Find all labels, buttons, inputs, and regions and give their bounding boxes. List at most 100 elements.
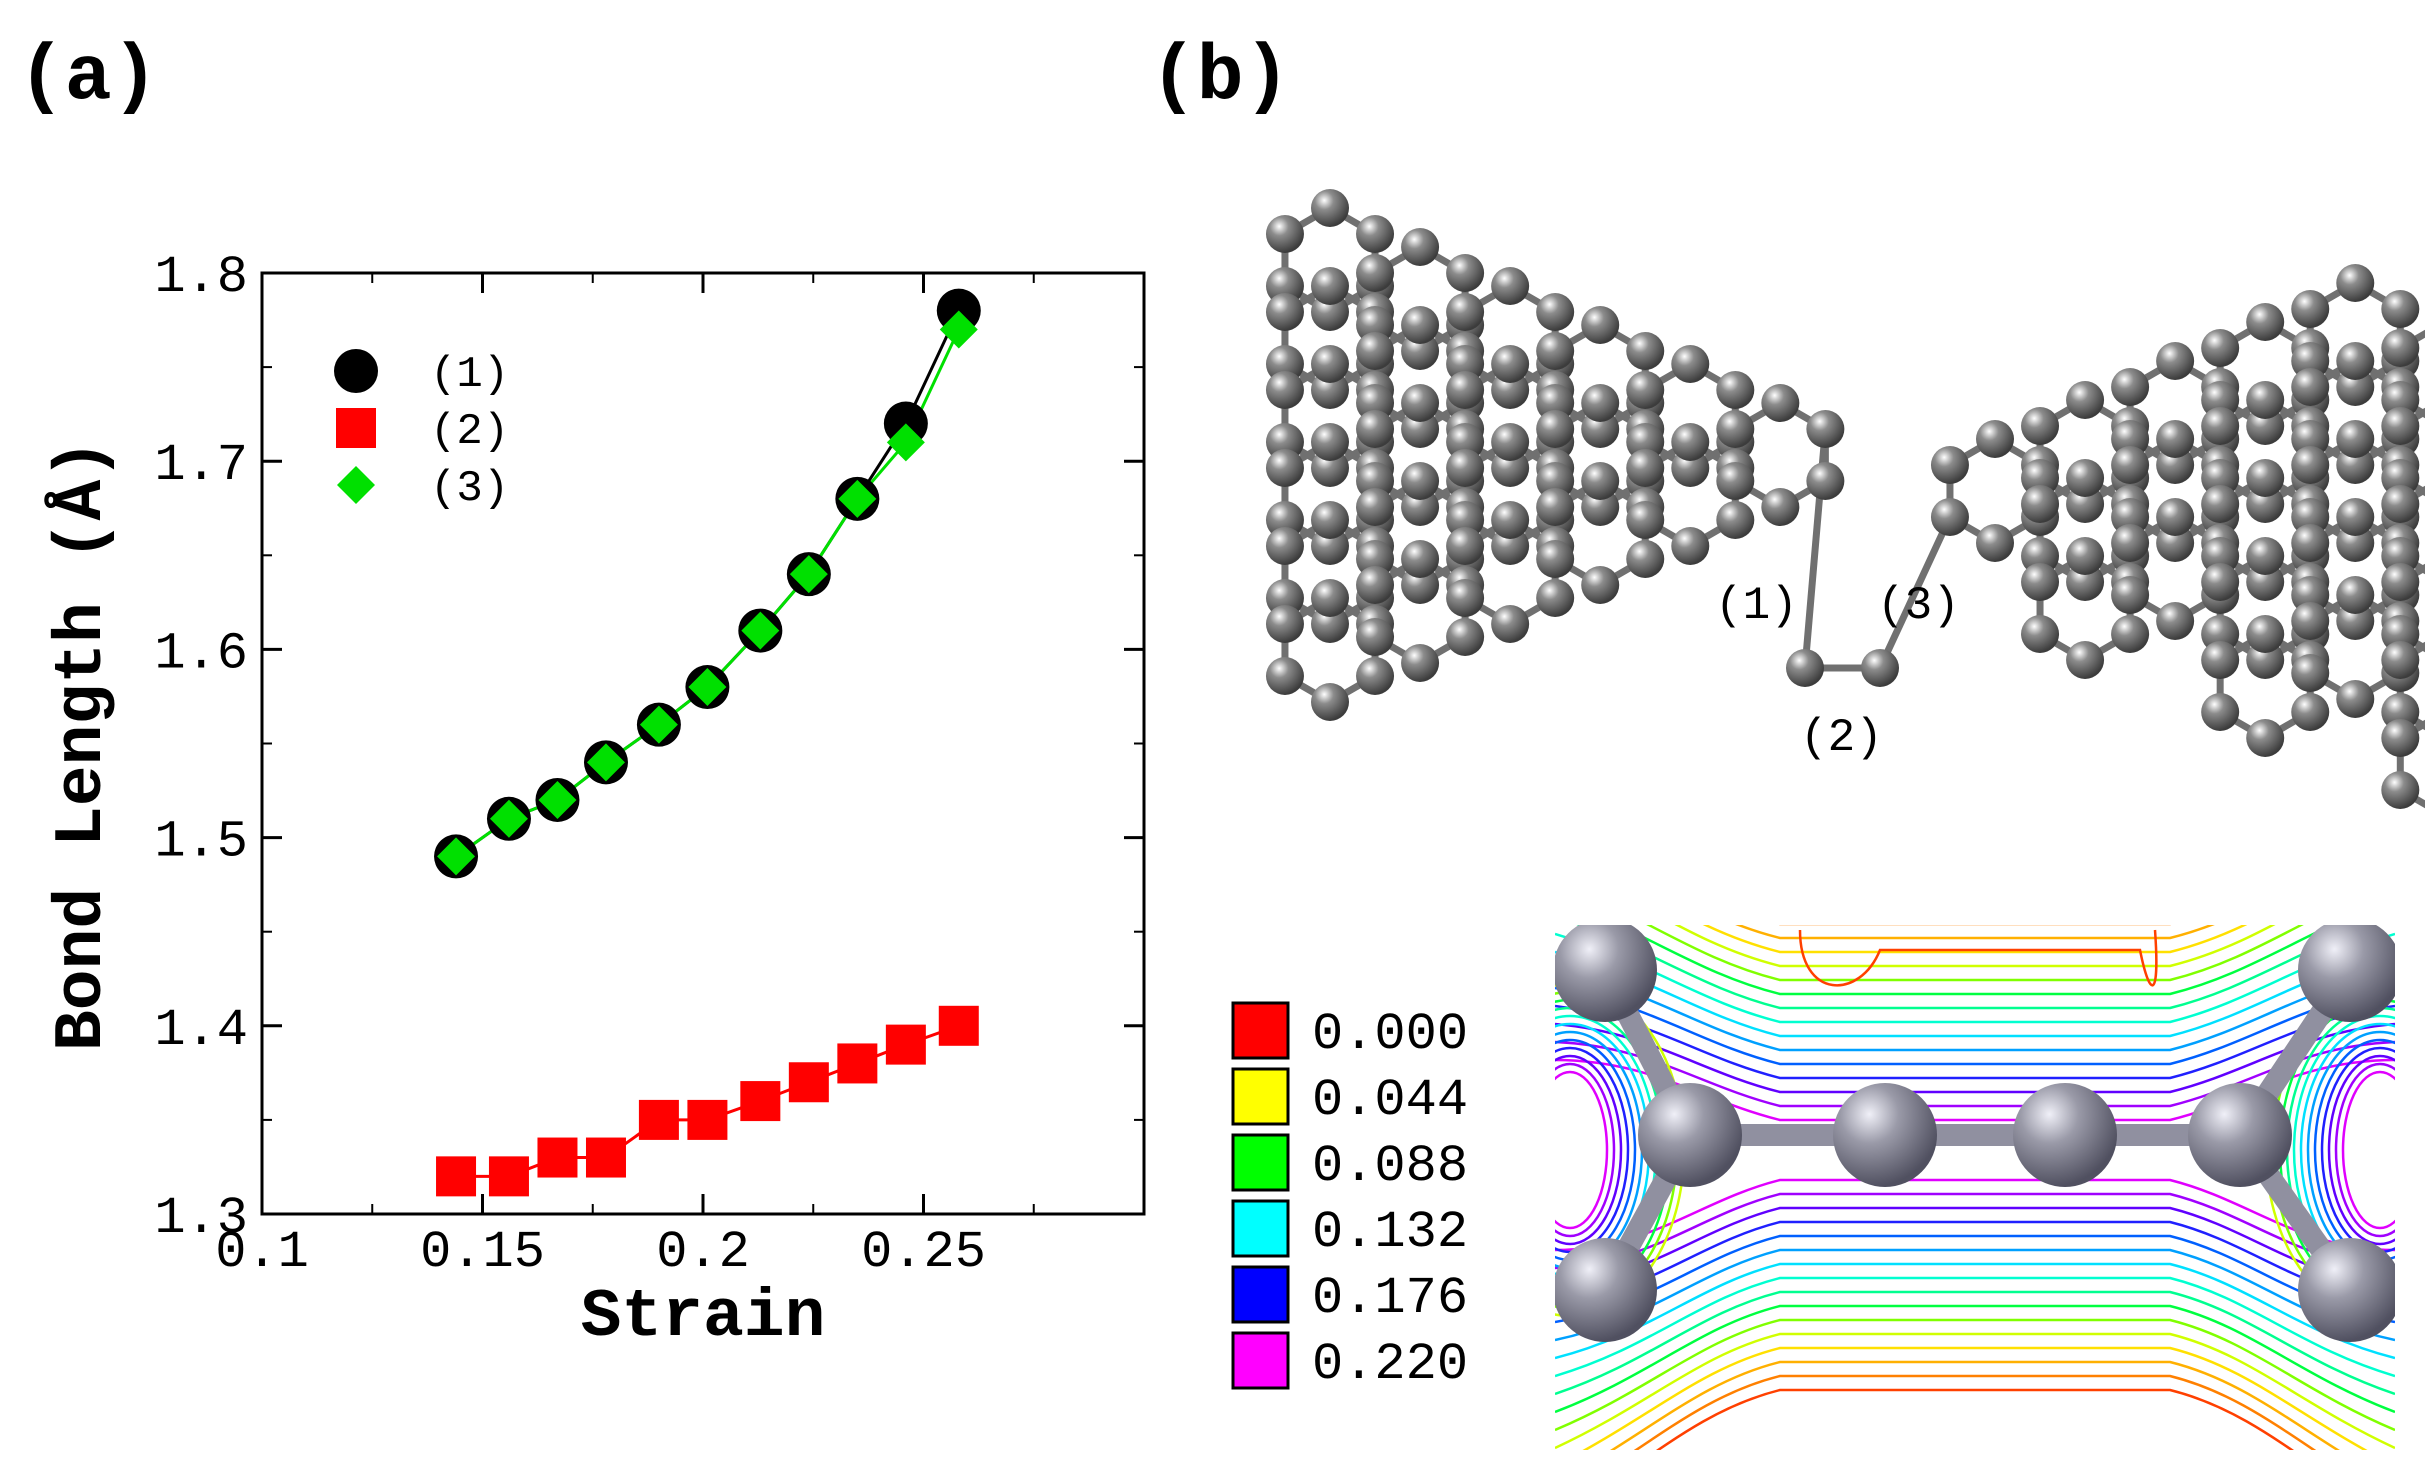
carbon-atom bbox=[1311, 449, 1349, 487]
carbon-atom bbox=[1671, 345, 1710, 383]
colorbar-label: 0.000 bbox=[1312, 1005, 1468, 1064]
contour-line bbox=[1610, 1360, 2340, 1450]
carbon-atom bbox=[1930, 446, 1969, 484]
carbon-atom bbox=[1716, 410, 1755, 448]
data-point-series-2 bbox=[638, 1099, 679, 1140]
carbon-atom bbox=[2381, 641, 2420, 679]
carbon-atom bbox=[2246, 615, 2285, 653]
carbon-atom bbox=[1356, 540, 1395, 578]
carbon-atom bbox=[1401, 488, 1440, 526]
carbon-atom bbox=[2336, 576, 2375, 614]
carbon-atom bbox=[2291, 498, 2330, 536]
carbon-atom bbox=[2381, 771, 2420, 809]
carbon-atom bbox=[1536, 332, 1575, 370]
contour-line bbox=[1555, 1040, 2395, 1108]
carbon-atom bbox=[2246, 459, 2285, 497]
contour-line bbox=[1798, 929, 2158, 987]
contour-line bbox=[2327, 1054, 2395, 1246]
carbon-atom bbox=[2336, 524, 2375, 562]
carbon-atom bbox=[2291, 524, 2330, 562]
contour-line bbox=[2334, 1062, 2395, 1238]
carbon-atom bbox=[2111, 420, 2150, 458]
series-marks bbox=[434, 288, 981, 1197]
carbon-atom bbox=[1491, 267, 1530, 305]
carbon-atom bbox=[1265, 579, 1304, 617]
carbon-atom bbox=[1761, 384, 1800, 422]
y-tick-label: 1.4 bbox=[154, 1001, 248, 1060]
carbon-atom bbox=[1311, 423, 1349, 461]
y-tick-label: 1.8 bbox=[154, 248, 248, 307]
y-tick-label: 1.3 bbox=[154, 1189, 248, 1248]
contour-atoms bbox=[1555, 925, 2395, 1342]
carbon-atom bbox=[1401, 540, 1440, 578]
legend-marker-3 bbox=[337, 466, 375, 504]
carbon-atom bbox=[1491, 449, 1530, 487]
carbon-atom bbox=[2246, 719, 2285, 757]
carbon-atom bbox=[2156, 420, 2195, 458]
contour-line bbox=[1702, 925, 2248, 954]
carbon-atom bbox=[2201, 485, 2240, 523]
carbon-atom bbox=[1356, 488, 1395, 526]
data-point-series-3 bbox=[789, 555, 828, 594]
carbon-atom bbox=[2291, 654, 2330, 692]
carbon-atom bbox=[2201, 563, 2240, 601]
carbon-atom bbox=[1311, 371, 1349, 409]
carbon-atom bbox=[2336, 420, 2375, 458]
carbon-atom bbox=[1401, 332, 1440, 370]
carbon-atom bbox=[2111, 576, 2150, 614]
carbon-atom bbox=[2336, 446, 2375, 484]
carbon-atom bbox=[2381, 485, 2420, 523]
carbon-atom bbox=[1356, 566, 1395, 604]
carbon-atom bbox=[2246, 563, 2285, 601]
carbon-atom bbox=[2156, 446, 2195, 484]
y-tick-label: 1.5 bbox=[154, 813, 248, 872]
data-point-series-2 bbox=[788, 1062, 829, 1103]
carbon-atom bbox=[1401, 644, 1440, 682]
carbon-atom bbox=[1581, 462, 1620, 500]
data-point-series-2 bbox=[885, 1024, 926, 1065]
carbon-atom bbox=[2201, 615, 2240, 653]
carbon-atom bbox=[2021, 563, 2060, 601]
bond-length-chart: 0.1 0.15 0.2 0.251.31.41.51.61.71.8 Strain … bbox=[43, 248, 1146, 1356]
contour-atom bbox=[2298, 925, 2395, 1022]
colorbar-swatch bbox=[1231, 1331, 1290, 1390]
data-point-series-3 bbox=[538, 780, 577, 819]
data-point-series-3 bbox=[741, 611, 780, 650]
carbon-atom bbox=[2381, 693, 2420, 731]
contour-line bbox=[2341, 1070, 2395, 1230]
carbon-atom bbox=[1536, 540, 1575, 578]
colorbar-label: 0.088 bbox=[1312, 1137, 1468, 1196]
carbon-atom bbox=[2201, 693, 2240, 731]
carbon-atom bbox=[1671, 423, 1710, 461]
carbon-atom bbox=[1581, 410, 1620, 448]
legend-label-2: (2) bbox=[430, 407, 509, 457]
carbon-atom bbox=[1311, 605, 1349, 643]
contour-line bbox=[1778, 925, 2172, 926]
contour-atom bbox=[1638, 1083, 1742, 1187]
carbon-atom bbox=[1671, 449, 1710, 487]
carbon-atom bbox=[2291, 693, 2330, 731]
chain-atom bbox=[1786, 649, 1824, 687]
data-point-series-2 bbox=[436, 1156, 477, 1197]
contour-line bbox=[1555, 1332, 2395, 1450]
data-point-series-3 bbox=[489, 799, 528, 838]
carbon-atom bbox=[1265, 293, 1304, 331]
carbon-atom bbox=[2066, 537, 2105, 575]
carbon-atom bbox=[2201, 381, 2240, 419]
carbon-atom bbox=[2381, 719, 2420, 757]
carbon-atom bbox=[2201, 407, 2240, 445]
data-point-series-2 bbox=[537, 1137, 578, 1178]
data-point-series-2 bbox=[585, 1137, 626, 1178]
carbon-atom bbox=[1446, 345, 1485, 383]
contour-line bbox=[1655, 1388, 2295, 1450]
data-point-series-3 bbox=[688, 668, 727, 707]
data-point-series-2 bbox=[687, 1099, 728, 1140]
colorbar-swatch bbox=[1231, 1067, 1290, 1126]
colorbar-swatch bbox=[1231, 1199, 1290, 1258]
carbon-atom bbox=[2246, 407, 2285, 445]
carbon-atom bbox=[1401, 384, 1440, 422]
colorbar-label: 0.132 bbox=[1312, 1203, 1468, 1262]
carbon-atom bbox=[1401, 566, 1440, 604]
contour-line bbox=[1582, 1346, 2368, 1450]
x-axis-title: Strain bbox=[581, 1279, 826, 1356]
